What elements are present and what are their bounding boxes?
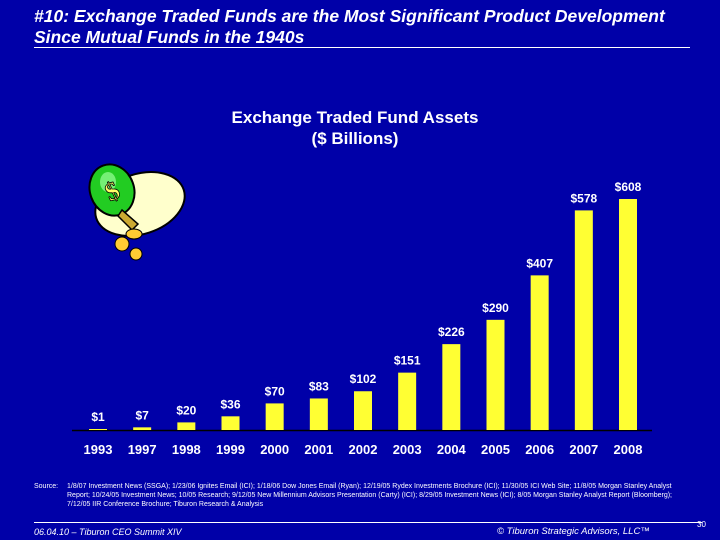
data-label-2002: $102 — [350, 372, 377, 386]
footer-event: 06.04.10 – Tiburon CEO Summit XIV — [34, 527, 182, 537]
data-label-2000: $70 — [265, 384, 285, 398]
source-note: Source: 1/8/07 Investment News (SSGA); 1/… — [34, 482, 694, 509]
bar-1999 — [221, 416, 240, 430]
data-label-1993: $1 — [91, 410, 105, 424]
x-tick-label-1998: 1998 — [172, 442, 201, 457]
bar-2002 — [354, 391, 372, 430]
data-label-2005: $290 — [482, 301, 509, 315]
x-tick-label-2008: 2008 — [614, 442, 643, 457]
title-divider — [34, 47, 690, 48]
data-label-1999: $36 — [220, 397, 240, 411]
money-bag-icon: $ — [88, 163, 186, 261]
source-text: 1/8/07 Investment News (SSGA); 1/23/06 I… — [67, 483, 672, 508]
chart-subtitle: ($ Billions) — [311, 129, 399, 148]
x-tick-label-2007: 2007 — [569, 442, 598, 457]
footer-copyright: © Tiburon Strategic Advisors, LLC™ — [497, 526, 650, 537]
chart-title: Exchange Traded Fund Assets ($ Billions) — [130, 107, 580, 149]
bar-1998 — [177, 422, 196, 430]
data-label-2007: $578 — [570, 191, 597, 205]
bar-2001 — [309, 398, 328, 430]
bar-2003 — [398, 372, 417, 430]
data-label-1997: $7 — [135, 408, 149, 422]
bar-2008 — [619, 199, 637, 430]
bar-2005 — [486, 319, 505, 430]
bar-2007 — [574, 210, 593, 430]
data-label-2001: $83 — [309, 379, 329, 393]
data-label-1998: $20 — [176, 403, 196, 417]
data-label-2006: $407 — [526, 256, 553, 270]
data-label-2003: $151 — [394, 354, 421, 368]
bar-2004 — [442, 344, 461, 430]
data-label-2008: $608 — [615, 180, 642, 194]
bar-2006 — [530, 275, 549, 430]
x-tick-label-2005: 2005 — [481, 442, 510, 457]
footer-divider — [34, 522, 702, 523]
x-tick-label-1997: 1997 — [128, 442, 157, 457]
chart-title-main: Exchange Traded Fund Assets — [231, 108, 479, 127]
bar-1997 — [133, 427, 152, 430]
page-number: 30 — [697, 520, 706, 529]
x-tick-label-1999: 1999 — [216, 442, 245, 457]
slide-title: #10: Exchange Traded Funds are the Most … — [34, 6, 665, 47]
x-tick-label-2004: 2004 — [437, 442, 467, 457]
x-tick-label-1993: 1993 — [84, 442, 113, 457]
x-tick-label-2001: 2001 — [304, 442, 333, 457]
bar-2000 — [265, 403, 284, 430]
source-label: Source: — [34, 483, 59, 490]
x-tick-label-2006: 2006 — [525, 442, 554, 457]
data-label-2004: $226 — [438, 325, 465, 339]
x-tick-label-2002: 2002 — [349, 442, 378, 457]
x-tick-label-2003: 2003 — [393, 442, 422, 457]
bar-1993 — [89, 429, 107, 430]
x-tick-label-2000: 2000 — [260, 442, 289, 457]
